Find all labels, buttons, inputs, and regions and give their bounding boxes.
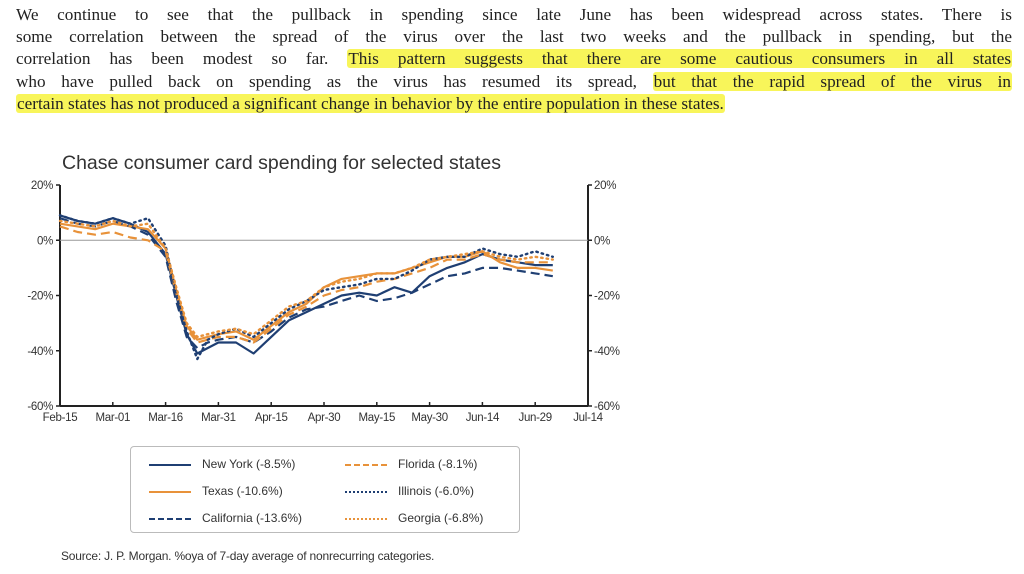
legend-swatch [345, 464, 387, 466]
legend-swatch [149, 518, 191, 520]
y-tick-label-left: -20% [27, 291, 53, 303]
legend-label: Florida (-8.1%) [398, 457, 478, 471]
x-tick-label: Jun-29 [519, 412, 552, 424]
y-tick-label-right: -40% [594, 346, 620, 358]
legend-label: Texas (-10.6%) [202, 484, 283, 498]
x-tick-label: Mar-16 [148, 412, 183, 424]
axes: 20% 20%0% 0%-20% -20%-40% -40%-60% -60%Feb-15… [27, 180, 620, 424]
y-tick-label-right: 0% [594, 235, 610, 247]
x-tick-label: Mar-01 [95, 412, 130, 424]
series-line-california [59, 217, 553, 350]
x-tick-label: Mar-31 [201, 412, 236, 424]
series-group [58, 214, 554, 361]
legend-swatch [345, 491, 387, 493]
legend-label: New York (-8.5%) [202, 457, 296, 471]
paragraph-line-3: correlation has been modest so far. This… [16, 49, 1013, 69]
paragraph-line-5: certain states has not produced a signif… [16, 93, 1012, 115]
y-tick-label-right: -20% [594, 291, 620, 303]
chart-title: Chase consumer card spending for selecte… [62, 152, 501, 174]
y-tick-label-right: 20% [594, 180, 616, 192]
series-line-illinois [58, 214, 554, 361]
source-note: Source: J. P. Morgan. %oya of 7-day aver… [61, 549, 435, 563]
y-tick-label-left: 0% [37, 235, 53, 247]
highlighted-text: certain states has not produced a signif… [16, 93, 725, 113]
y-tick-label-left: -60% [27, 401, 53, 413]
series-line-florida [59, 225, 553, 344]
x-tick-label: Feb-15 [43, 412, 78, 424]
x-tick-label: May-30 [411, 412, 448, 424]
series-line-new-york [59, 214, 553, 355]
line-chart: 20% 20%0% 0%-20% -20%-40% -40%-60% -60%Feb-15… [27, 180, 620, 424]
y-tick-label-right: -60% [594, 401, 620, 413]
legend-label: Illinois (-6.0%) [398, 484, 475, 498]
x-tick-label: Jun-14 [466, 412, 500, 424]
legend-swatch [345, 518, 387, 520]
x-tick-label: Jul-14 [573, 412, 603, 424]
y-tick-label-left: 20% [31, 180, 53, 192]
body-paragraph: We continue to see that the pullback in … [16, 4, 1013, 115]
highlighted-text: This pattern suggests that there are som… [347, 49, 1013, 69]
paragraph-line-4: who have pulled back on spending as the … [16, 71, 1012, 91]
highlighted-text: but that the rapid spread of the virus i… [652, 71, 1012, 91]
x-tick-label: May-15 [359, 412, 396, 424]
legend-label: Georgia (-6.8%) [398, 511, 484, 525]
legend-swatch [149, 491, 191, 493]
paragraph-line-2: some correlation between the spread of t… [16, 27, 1012, 47]
y-tick-label-left: -40% [27, 346, 53, 358]
chart-legend: New York (-8.5%) Texas (-10.6%) California… [130, 446, 520, 533]
paragraph-line-1: We continue to see that the pullback in … [16, 5, 1012, 24]
legend-swatch [149, 464, 191, 466]
x-tick-label: Apr-15 [255, 412, 288, 424]
series-line-georgia [58, 219, 554, 339]
x-tick-label: Apr-30 [308, 412, 341, 424]
series-line-texas [59, 222, 553, 341]
legend-label: California (-13.6%) [202, 511, 303, 525]
